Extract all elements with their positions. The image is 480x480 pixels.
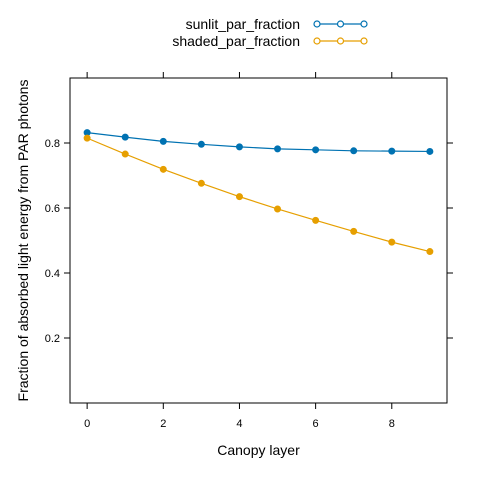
legend-swatch-point xyxy=(336,20,345,28)
data-point xyxy=(426,248,434,256)
x-axis-title: Canopy layer xyxy=(217,442,300,458)
y-tick-label: 0.2 xyxy=(45,333,60,345)
data-point xyxy=(235,143,243,151)
y-tick-label: 0.8 xyxy=(45,138,60,150)
x-tick-label: 0 xyxy=(84,418,90,430)
data-point xyxy=(235,193,243,201)
data-point xyxy=(197,140,205,148)
y-tick-label: 0.4 xyxy=(45,268,60,280)
x-axis: 0 2 4 6 8 xyxy=(84,72,395,430)
legend-item: shaded_par_fraction xyxy=(172,33,368,49)
series-line xyxy=(86,137,431,253)
x-tick-label: 2 xyxy=(160,418,166,430)
legend-label: sunlit_par_fraction xyxy=(186,16,300,32)
series-line xyxy=(87,132,430,153)
y-axis-title: Fraction of absorbed light energy from P… xyxy=(15,80,31,402)
x-tick-label: 4 xyxy=(236,418,242,430)
y-axis: 0.2 0.4 0.6 0.8 xyxy=(45,138,453,345)
data-point xyxy=(274,205,282,213)
data-point xyxy=(350,147,358,155)
data-point xyxy=(121,150,129,158)
legend-swatch-point xyxy=(360,20,368,28)
x-tick-label: 6 xyxy=(313,418,319,430)
plot-frame xyxy=(69,77,448,404)
legend-swatch-point xyxy=(313,20,321,28)
legend-label: shaded_par_fraction xyxy=(172,33,300,49)
data-point xyxy=(159,137,167,145)
data-point xyxy=(274,145,282,153)
data-point xyxy=(312,146,320,154)
legend-item: sunlit_par_fraction xyxy=(186,16,368,32)
series-layer xyxy=(83,129,434,256)
data-point xyxy=(159,165,167,173)
data-point xyxy=(121,133,129,141)
y-tick-label: 0.6 xyxy=(45,203,60,215)
data-point xyxy=(312,216,320,224)
series-sunlit_par_fraction xyxy=(83,129,434,155)
legend-swatch-point xyxy=(360,37,368,45)
data-point xyxy=(350,227,358,235)
legend-swatch-point xyxy=(313,37,321,45)
data-point xyxy=(83,134,91,142)
data-point xyxy=(388,238,396,246)
data-point xyxy=(426,147,434,155)
x-tick-label: 8 xyxy=(389,418,395,430)
series-shaded_par_fraction xyxy=(83,134,434,256)
data-point xyxy=(388,147,396,155)
data-point xyxy=(197,179,205,187)
legend-swatch-point xyxy=(336,37,345,45)
